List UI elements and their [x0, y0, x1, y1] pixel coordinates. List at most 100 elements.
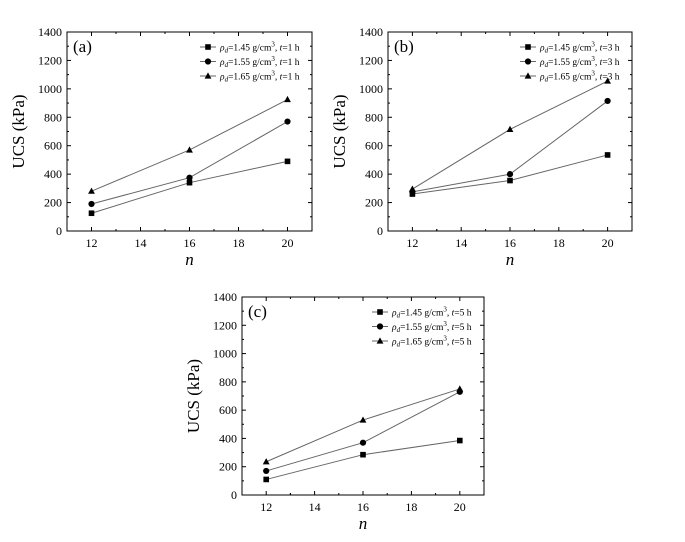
chart-panel-c: 0 200 400 600 800 1000 1200 1400 12 14 16 18 20 n UCS …: [184, 290, 485, 533]
series-line: [266, 391, 461, 472]
series-circle: [88, 118, 291, 208]
legend-marker-square: [205, 44, 211, 50]
y-axis-title: UCS (kPa): [184, 359, 203, 433]
panel-label: (a): [73, 37, 92, 56]
legend-marker-triangle: [524, 72, 532, 79]
legend-label: ρd=1.45 g/cm3, t=5 h: [391, 306, 472, 320]
data-point: [507, 177, 513, 184]
x-tick-label: 14: [135, 236, 147, 250]
data-point: [284, 95, 291, 103]
x-tick-label: 12: [86, 236, 98, 250]
y-tick-label: 800: [219, 375, 237, 389]
data-point: [88, 187, 95, 194]
legend-marker-triangle: [376, 337, 384, 344]
y-tick-label: 400: [44, 167, 62, 181]
x-axis-title: n: [185, 250, 194, 269]
legend-label: ρd=1.65 g/cm3, t=5 h: [391, 335, 472, 349]
y-tick-label: 1000: [38, 82, 62, 96]
x-tick-label: 12: [406, 236, 418, 250]
series-line: [91, 160, 288, 214]
legend-marker-triangle: [204, 72, 212, 79]
y-tick-label: 0: [56, 224, 62, 238]
y-tick-label: 400: [365, 167, 383, 181]
x-tick-label: 20: [454, 500, 466, 514]
x-tick-label: 12: [260, 500, 272, 514]
data-point: [186, 146, 193, 153]
y-tick-label: 0: [377, 224, 383, 238]
data-point: [284, 118, 291, 125]
data-point: [604, 97, 611, 105]
legend: ρd=1.45 g/cm3, t=5 hρd=1.55 g/cm3, t=5 h…: [372, 306, 472, 349]
legend-marker-circle: [524, 58, 532, 65]
legend-marker-square: [377, 309, 383, 315]
data-point: [186, 174, 193, 181]
y-tick-label: 1400: [38, 25, 62, 39]
chart-panel-b: 0 200 400 600 800 1000 1200 1400 12 14 16 18 20 n UCS …: [330, 25, 633, 269]
series-square: [263, 437, 463, 483]
y-tick-label: 400: [219, 431, 237, 445]
legend-label: ρd=1.55 g/cm3, t=5 h: [391, 320, 472, 334]
legend: ρd=1.45 g/cm3, t=1 hρd=1.55 g/cm3, t=1 h…: [200, 41, 300, 84]
series-square: [88, 158, 291, 217]
legend-marker-circle: [376, 323, 384, 330]
legend-label: ρd=1.65 g/cm3, t=1 h: [219, 70, 300, 84]
legend-label: ρd=1.65 g/cm3, t=3 h: [539, 70, 620, 84]
y-tick-label: 1200: [359, 53, 383, 67]
legend-label: ρd=1.55 g/cm3, t=1 h: [219, 55, 300, 69]
legend-label: ρd=1.45 g/cm3, t=1 h: [219, 41, 300, 55]
data-point: [456, 385, 464, 392]
y-tick-label: 600: [44, 139, 62, 153]
data-point: [506, 125, 514, 132]
data-point: [359, 439, 367, 446]
series-triangle: [409, 77, 611, 192]
y-tick-label: 200: [219, 460, 237, 474]
x-axis-title: n: [359, 514, 368, 533]
x-tick-label: 14: [455, 236, 467, 250]
legend-marker-square: [525, 44, 531, 50]
legend: ρd=1.45 g/cm3, t=3 hρd=1.55 g/cm3, t=3 h…: [520, 41, 620, 84]
x-tick-label: 18: [233, 236, 245, 250]
data-point: [263, 476, 269, 483]
x-tick-label: 16: [504, 236, 516, 250]
data-point: [359, 416, 367, 423]
y-tick-label: 200: [365, 196, 383, 210]
y-tick-label: 1200: [213, 318, 237, 332]
panel-label: (c): [248, 302, 267, 321]
series-triangle: [262, 385, 464, 465]
y-tick-label: 800: [44, 110, 62, 124]
data-point: [263, 467, 270, 475]
y-tick-label: 0: [231, 488, 237, 502]
x-tick-label: 16: [357, 500, 369, 514]
y-tick-label: 600: [219, 403, 237, 417]
data-point: [88, 210, 95, 217]
series-line: [91, 121, 288, 205]
data-point: [506, 171, 514, 178]
y-tick-label: 1000: [359, 82, 383, 96]
y-tick-label: 1400: [213, 290, 237, 304]
y-tick-label: 1000: [213, 347, 237, 361]
data-point: [284, 158, 291, 165]
x-tick-label: 20: [602, 236, 614, 250]
x-tick-label: 18: [553, 236, 565, 250]
y-tick-label: 1400: [359, 25, 383, 39]
series-line: [266, 440, 460, 480]
panel-label: (b): [394, 37, 414, 56]
x-tick-label: 16: [184, 236, 196, 250]
y-tick-label: 200: [44, 196, 62, 210]
y-tick-label: 600: [365, 139, 383, 153]
legend-marker-circle: [204, 58, 212, 65]
x-tick-label: 14: [309, 500, 321, 514]
y-axis-title: UCS (kPa): [9, 94, 28, 168]
y-axis-title: UCS (kPa): [330, 94, 349, 168]
data-point: [186, 179, 193, 186]
x-tick-label: 20: [282, 236, 294, 250]
x-tick-label: 18: [405, 500, 417, 514]
legend-label: ρd=1.45 g/cm3, t=3 h: [539, 41, 620, 55]
y-tick-label: 800: [365, 110, 383, 124]
y-tick-label: 1200: [38, 53, 62, 67]
data-point: [409, 185, 416, 192]
data-point: [457, 437, 463, 444]
series-triangle: [88, 95, 291, 194]
legend-label: ρd=1.55 g/cm3, t=3 h: [539, 55, 620, 69]
